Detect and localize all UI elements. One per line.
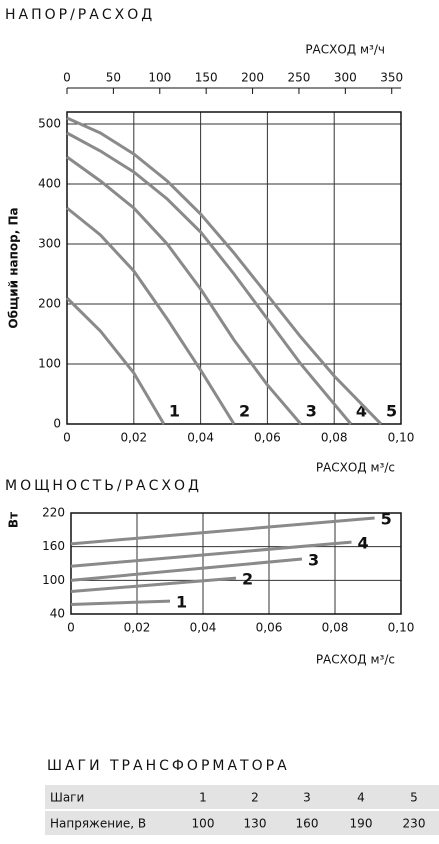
x-tick-label: 0,08 [322, 621, 349, 635]
table-cell: 5 [410, 791, 418, 805]
x-tick-label: 0,02 [124, 621, 151, 635]
x-axis-label: РАСХОД м³/с [316, 653, 395, 667]
series-label: 2 [242, 570, 253, 589]
table-cell: 230 [403, 817, 426, 831]
table-cell: Шаги [50, 791, 84, 805]
x2-tick-label: 350 [380, 71, 403, 85]
table-cell: 3 [303, 791, 311, 805]
y-tick-label: 500 [38, 117, 61, 131]
x-tick-label: 0,04 [187, 431, 214, 445]
x2-tick-label: 150 [195, 71, 218, 85]
x-tick-label: 0,02 [120, 431, 147, 445]
y-tick-label: 100 [38, 357, 61, 371]
series-line [66, 131, 353, 425]
plot-frame [66, 111, 402, 425]
y-tick-label: 0 [53, 417, 61, 431]
y-axis-label: Общий напор, Па [7, 207, 21, 328]
series-label: 3 [306, 402, 317, 421]
x-tick-label: 0,06 [254, 431, 281, 445]
series-label: 4 [358, 534, 369, 553]
x-tick-label: 0,04 [190, 621, 217, 635]
table-cell: 2 [251, 791, 259, 805]
series-line [70, 599, 171, 606]
series-line [70, 557, 303, 582]
y-tick-label: 40 [50, 607, 65, 621]
x-tick-label: 0 [67, 621, 75, 635]
table-row [45, 785, 439, 809]
x-tick-label: 0,10 [388, 431, 415, 445]
table-cell: 190 [350, 817, 373, 831]
series-line [70, 576, 237, 594]
y-tick-label: 200 [38, 297, 61, 311]
y-tick-label: 400 [38, 177, 61, 191]
x-tick-label: 0 [63, 431, 71, 445]
series-label: 5 [386, 402, 397, 421]
chart-title: МОЩНОСТЬ/РАСХОД [5, 478, 202, 494]
y-tick-label: 220 [42, 506, 65, 520]
series-label: 3 [308, 551, 319, 570]
y-tick-label: 100 [42, 573, 65, 587]
table-cell: 160 [296, 817, 319, 831]
x2-tick-label: 50 [106, 71, 121, 85]
x-tick-label: 0,06 [256, 621, 283, 635]
series-line [66, 116, 383, 426]
series-line [65, 296, 166, 425]
series-label: 4 [356, 402, 367, 421]
x-axis-label: РАСХОД м³/с [316, 461, 395, 475]
y-tick-label: 300 [38, 237, 61, 251]
chart-title: НАПОР/РАСХОД [5, 7, 155, 23]
table-cell: 100 [192, 817, 215, 831]
x-tick-label: 0,08 [321, 431, 348, 445]
series-line [70, 540, 352, 568]
table-title: ШАГИ ТРАНСФОРМАТОРА [47, 758, 290, 774]
series-label: 1 [176, 593, 187, 612]
x2-tick-label: 250 [287, 71, 310, 85]
table-cell: 1 [199, 791, 207, 805]
series-label: 2 [239, 402, 250, 421]
x2-tick-label: 100 [148, 71, 171, 85]
table-row [45, 811, 439, 835]
plot-frame [70, 512, 402, 615]
series-label: 5 [381, 510, 392, 529]
x2-tick-label: 200 [241, 71, 264, 85]
x2-tick-label: 0 [63, 71, 71, 85]
y-tick-label: 160 [42, 539, 65, 553]
series-line [70, 516, 375, 546]
table-cell: 130 [244, 817, 267, 831]
series-label: 1 [169, 402, 180, 421]
series-line [66, 206, 236, 425]
x-tick-label: 0,10 [388, 621, 415, 635]
table-cell: 4 [357, 791, 365, 805]
series-line [66, 155, 302, 425]
x2-tick-label: 300 [334, 71, 357, 85]
x2-axis-label: РАСХОД м³/ч [305, 43, 385, 57]
y-axis-label: Вт [7, 512, 21, 528]
table-cell: Напряжение, В [50, 817, 146, 831]
